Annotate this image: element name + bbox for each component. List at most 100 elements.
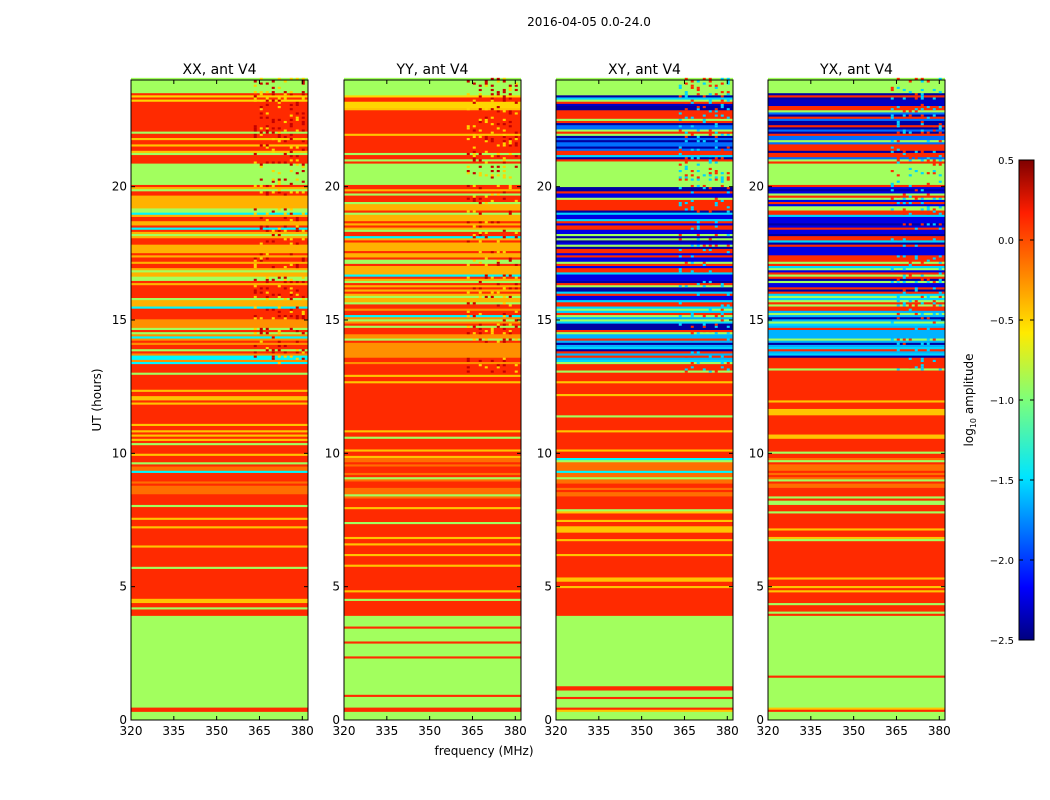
rfi-cell xyxy=(890,107,894,111)
heatmap-row xyxy=(131,282,308,286)
rfi-cell xyxy=(902,237,906,241)
rfi-cell xyxy=(490,131,494,134)
heatmap-row xyxy=(768,233,945,237)
heatmap-row xyxy=(131,525,308,529)
rfi-cell xyxy=(466,169,470,173)
heatmap-row xyxy=(131,628,308,631)
rfi-cell xyxy=(890,150,894,153)
heatmap-row xyxy=(344,658,521,661)
rfi-cell xyxy=(684,131,688,134)
heatmap-row xyxy=(556,289,733,292)
rfi-cell xyxy=(289,327,293,330)
rfi-cell xyxy=(890,257,894,260)
rfi-cell xyxy=(926,278,930,281)
heatmap-row xyxy=(131,233,308,237)
rfi-cell xyxy=(490,101,494,104)
rfi-cell xyxy=(253,289,257,292)
figure-suptitle: 2016-04-05 0.0-24.0 xyxy=(527,15,651,29)
heatmap-row xyxy=(556,314,733,318)
rfi-cell xyxy=(478,165,482,168)
rfi-cell xyxy=(295,289,299,292)
heatmap-row xyxy=(556,336,733,339)
heatmap-row xyxy=(768,451,945,454)
rfi-cell xyxy=(708,92,712,96)
rfi-cell xyxy=(938,180,942,183)
heatmap-row xyxy=(768,363,945,367)
heatmap-row xyxy=(556,688,733,691)
rfi-cell xyxy=(502,135,506,138)
heatmap-row xyxy=(344,129,521,132)
heatmap-row xyxy=(344,534,521,537)
heatmap-row xyxy=(556,201,733,205)
heatmap-row xyxy=(768,314,945,318)
heatmap-row xyxy=(131,129,308,132)
rfi-cell xyxy=(265,112,269,115)
heatmap-row xyxy=(131,453,308,456)
rfi-cell xyxy=(902,280,906,284)
rfi-cell xyxy=(271,229,275,232)
rfi-cell xyxy=(696,176,700,179)
heatmap-row xyxy=(556,683,733,687)
rfi-cell xyxy=(678,114,682,117)
heatmap-row xyxy=(768,359,945,362)
rfi-cell xyxy=(896,195,900,198)
heatmap-row xyxy=(344,203,521,207)
heatmap-row xyxy=(131,468,308,471)
rfi-cell xyxy=(902,338,906,341)
rfi-cell xyxy=(914,92,918,96)
rfi-cell xyxy=(271,240,275,243)
heatmap-row xyxy=(131,374,308,377)
heatmap-row xyxy=(344,199,521,202)
heatmap-row xyxy=(131,118,308,121)
rfi-cell xyxy=(277,118,281,121)
heatmap-row xyxy=(344,698,521,702)
heatmap-row xyxy=(131,673,308,676)
heatmap-row xyxy=(344,193,521,196)
rfi-cell xyxy=(277,276,281,279)
heatmap-row xyxy=(768,329,945,333)
heatmap-row xyxy=(344,692,521,695)
heatmap-row xyxy=(768,615,945,618)
rfi-cell xyxy=(896,295,900,298)
rfi-cell xyxy=(295,306,299,309)
rfi-cell xyxy=(926,139,930,143)
heatmap-row xyxy=(131,500,308,503)
rfi-cell xyxy=(678,129,682,132)
heatmap-row xyxy=(768,171,945,175)
heatmap-row xyxy=(768,389,945,392)
heatmap-row xyxy=(131,363,308,367)
rfi-cell xyxy=(496,77,500,81)
heatmap-row xyxy=(768,434,945,437)
rfi-cell xyxy=(938,261,942,264)
heatmap-row xyxy=(768,156,945,160)
heatmap-row xyxy=(768,355,945,358)
heatmap-row xyxy=(131,291,308,294)
heatmap-row xyxy=(768,414,945,418)
heatmap-row xyxy=(131,553,308,557)
heatmap-row xyxy=(344,675,521,678)
rfi-cell xyxy=(702,77,706,81)
heatmap-row xyxy=(344,152,521,156)
rfi-cell xyxy=(490,88,494,92)
rfi-cell xyxy=(726,158,730,162)
heatmap-row xyxy=(768,406,945,409)
rfi-cell xyxy=(908,308,912,311)
rfi-cell xyxy=(932,321,936,324)
heatmap-row xyxy=(768,310,945,313)
rfi-cell xyxy=(283,280,287,284)
heatmap-row xyxy=(131,355,308,358)
rfi-cell xyxy=(277,171,281,175)
rfi-cell xyxy=(720,208,724,211)
heatmap-row xyxy=(344,306,521,309)
rfi-cell xyxy=(678,152,682,156)
heatmap-row xyxy=(556,355,733,358)
rfi-cell xyxy=(496,144,500,147)
heatmap-row xyxy=(344,293,521,296)
heatmap-row xyxy=(131,353,308,356)
rfi-cell xyxy=(502,165,506,168)
rfi-cell xyxy=(902,222,906,226)
heatmap-row xyxy=(768,370,945,373)
heatmap-row xyxy=(556,446,733,450)
heatmap-row xyxy=(131,449,308,452)
heatmap-row xyxy=(131,598,308,601)
